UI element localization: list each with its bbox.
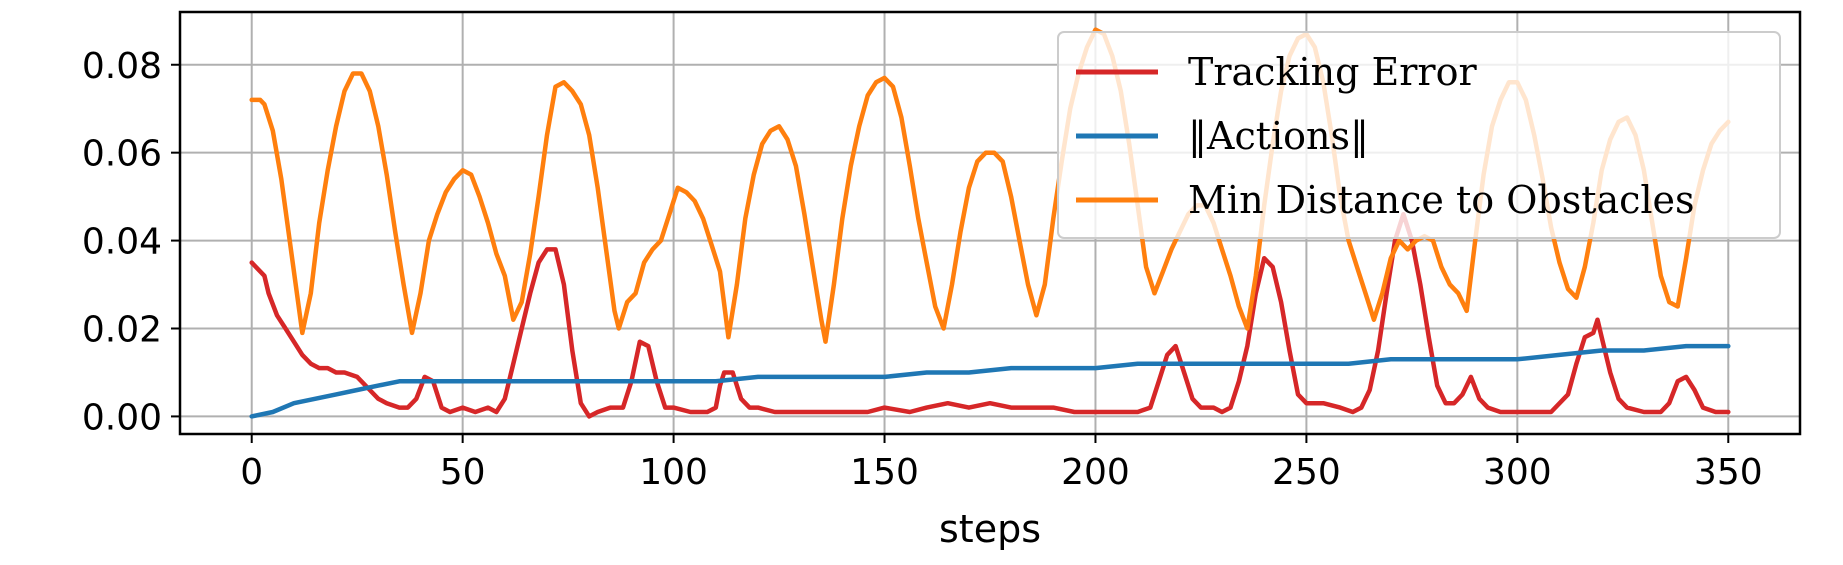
x-tick-label: 0	[240, 452, 263, 493]
y-tick-label: 0.06	[82, 134, 162, 175]
legend-label: Min Distance to Obstacles	[1188, 178, 1695, 222]
legend-label: ‖Actions‖	[1188, 114, 1369, 158]
series-line-1	[249, 343, 1731, 419]
y-tick-label: 0.00	[82, 397, 162, 438]
plot-frame	[178, 10, 1802, 436]
x-tick-label: 300	[1483, 452, 1552, 493]
axis-ticks: 0 50 100 150 200 250 300 350 0.00 0.02 0.04 0.06 0.0…	[82, 46, 1763, 493]
y-tick-label: 0.04	[82, 222, 162, 263]
y-tick-label: 0.02	[82, 310, 162, 351]
x-tick-label: 150	[850, 452, 919, 493]
series-line-0	[249, 211, 1731, 419]
x-tick-label: 350	[1694, 452, 1763, 493]
legend-box	[1057, 31, 1781, 239]
x-tick-label: 50	[440, 452, 486, 493]
x-tick-label: 250	[1272, 452, 1341, 493]
y-tick-label: 0.08	[82, 46, 162, 87]
legend: Tracking Error ‖Actions‖ Min Distance to O…	[1057, 31, 1781, 239]
x-tick-label: 100	[639, 452, 708, 493]
legend-label: Tracking Error	[1188, 50, 1477, 94]
x-axis-label: steps	[939, 507, 1041, 551]
x-tick-label: 200	[1061, 452, 1130, 493]
